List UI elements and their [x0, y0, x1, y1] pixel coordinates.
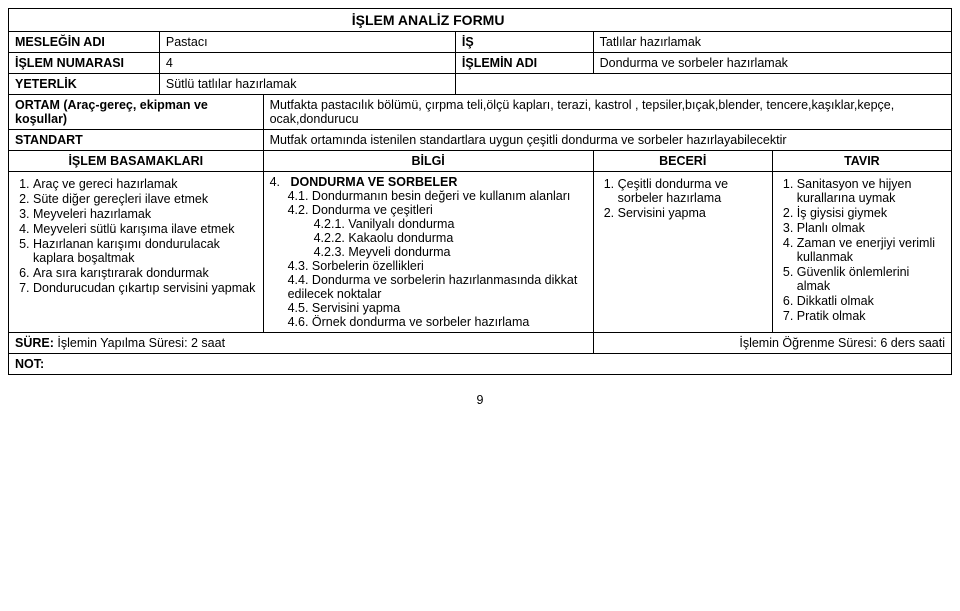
bilgi-item: 4.1. Dondurmanın besin değeri ve kullanı… [270, 189, 587, 203]
bilgi-head: DONDURMA VE SORBELER [290, 175, 457, 189]
value-islemin-adi: Dondurma ve sorbeler hazırlamak [593, 53, 951, 74]
header-beceri: BECERİ [593, 151, 772, 172]
bilgi-item: 4.4. Dondurma ve sorbelerin hazırlanması… [270, 273, 587, 301]
bilgi-item: 4.3. Sorbelerin özellikleri [270, 259, 587, 273]
col-beceri: Çeşitli dondurma ve sorbeler hazırlamaSe… [593, 172, 772, 333]
form-title: İŞLEM ANALİZ FORMU [352, 12, 505, 28]
tavir-item: Pratik olmak [797, 309, 945, 323]
beceri-item: Servisini yapma [618, 206, 766, 220]
page-number: 9 [8, 393, 952, 407]
col-basamaklar: Araç ve gereci hazırlamakSüte diğer gere… [9, 172, 264, 333]
value-islem-no: 4 [159, 53, 455, 74]
tavir-item: Planlı olmak [797, 221, 945, 235]
basamaklar-item: Süte diğer gereçleri ilave etmek [33, 192, 257, 206]
col-tavir: Sanitasyon ve hijyen kurallarına uymakİş… [772, 172, 951, 333]
label-meslegin-adi: MESLEĞİN ADI [9, 32, 160, 53]
tavir-item: Dikkatli olmak [797, 294, 945, 308]
header-bilgi: BİLGİ [263, 151, 593, 172]
header-basamaklar: İŞLEM BASAMAKLARI [9, 151, 264, 172]
tavir-item: Sanitasyon ve hijyen kurallarına uymak [797, 177, 945, 205]
bilgi-item: 4.2. Dondurma ve çeşitleri [270, 203, 587, 217]
label-ortam: ORTAM (Araç-gereç, ekipman ve koşullar) [9, 95, 264, 130]
label-yeterlik: YETERLİK [9, 74, 160, 95]
bilgi-item: 4.5. Servisini yapma [270, 301, 587, 315]
bilgi-item: 4.2.3. Meyveli dondurma [270, 245, 587, 259]
label-islem-no: İŞLEM NUMARASI [9, 53, 160, 74]
label-not: NOT: [9, 354, 952, 375]
label-islemin-adi: İŞLEMİN ADI [455, 53, 593, 74]
basamaklar-item: Araç ve gereci hazırlamak [33, 177, 257, 191]
tavir-item: İş giysisi giymek [797, 206, 945, 220]
form-table: İŞLEM ANALİZ FORMU MESLEĞİN ADI Pastacı … [8, 8, 952, 375]
value-standart: Mutfak ortamında istenilen standartlara … [263, 130, 951, 151]
sure-cell: SÜRE: İşlemin Yapılma Süresi: 2 saat [9, 333, 594, 354]
basamaklar-item: Ara sıra karıştırarak dondurmak [33, 266, 257, 280]
basamaklar-item: Hazırlanan karışımı dondurulacak kaplara… [33, 237, 257, 265]
value-yeterlik: Sütlü tatlılar hazırlamak [159, 74, 455, 95]
col-bilgi: 4. DONDURMA VE SORBELER 4.1. Dondurmanın… [263, 172, 593, 333]
basamaklar-item: Dondurucudan çıkartıp servisini yapmak [33, 281, 257, 295]
value-is: Tatlılar hazırlamak [593, 32, 951, 53]
beceri-item: Çeşitli dondurma ve sorbeler hazırlama [618, 177, 766, 205]
label-sure: SÜRE: [15, 336, 54, 350]
basamaklar-item: Meyveleri sütlü karışıma ilave etmek [33, 222, 257, 236]
bilgi-item: 4.6. Örnek dondurma ve sorbeler hazırlam… [270, 315, 587, 329]
bilgi-head-num: 4. [270, 175, 280, 189]
tavir-item: Güvenlik önlemlerini almak [797, 265, 945, 293]
sure-right: İşlemin Öğrenme Süresi: 6 ders saati [593, 333, 951, 354]
value-ortam: Mutfakta pastacılık bölümü, çırpma teli,… [263, 95, 951, 130]
label-is: İŞ [455, 32, 593, 53]
tavir-item: Zaman ve enerjiyi verimli kullanmak [797, 236, 945, 264]
label-standart: STANDART [9, 130, 264, 151]
header-tavir: TAVIR [772, 151, 951, 172]
basamaklar-item: Meyveleri hazırlamak [33, 207, 257, 221]
bilgi-item: 4.2.2. Kakaolu dondurma [270, 231, 587, 245]
value-meslegin-adi: Pastacı [159, 32, 455, 53]
sure-left: İşlemin Yapılma Süresi: 2 saat [57, 336, 225, 350]
bilgi-item: 4.2.1. Vanilyalı dondurma [270, 217, 587, 231]
